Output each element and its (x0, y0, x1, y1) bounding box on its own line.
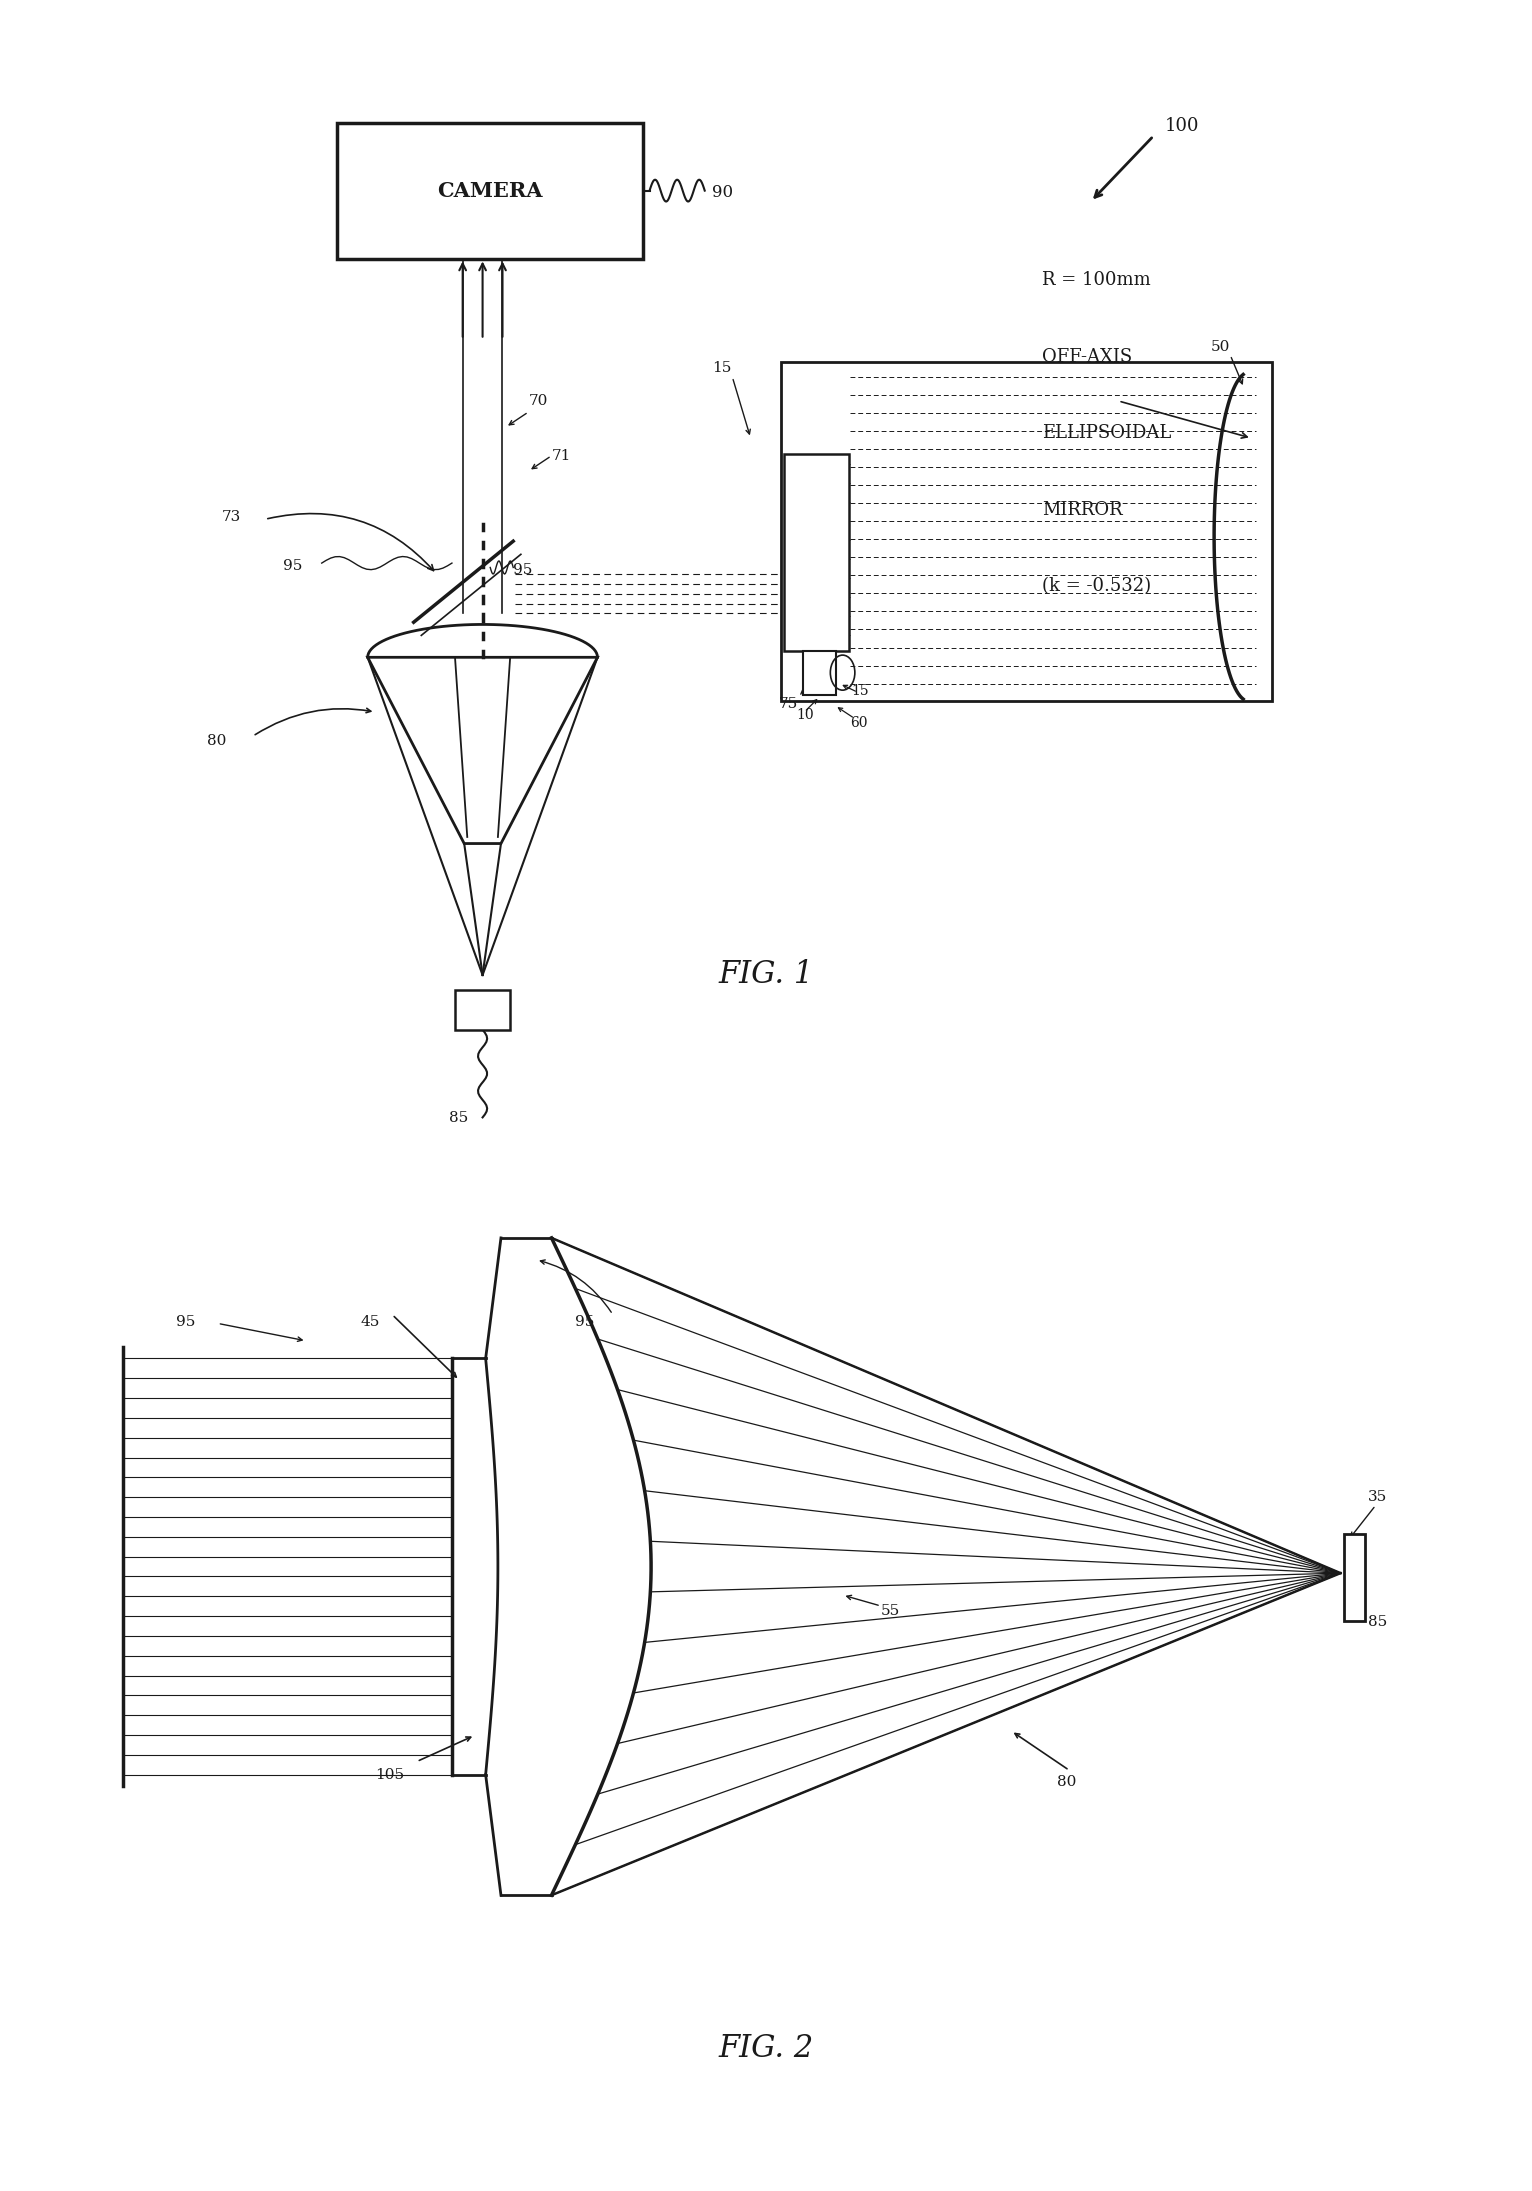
Text: 55: 55 (881, 1604, 901, 1617)
Text: 100: 100 (1164, 118, 1200, 136)
Bar (1344, 1534, 1365, 1621)
Text: 10: 10 (797, 708, 815, 721)
Text: 80: 80 (1057, 1775, 1077, 1788)
Text: 85: 85 (1368, 1615, 1388, 1628)
Text: CAMERA: CAMERA (438, 180, 542, 202)
Text: (k = -0.532): (k = -0.532) (1042, 578, 1151, 596)
Text: 80: 80 (207, 734, 227, 747)
Text: 95: 95 (283, 559, 303, 572)
Text: 75: 75 (778, 697, 798, 710)
Text: 15: 15 (852, 684, 870, 697)
Bar (803, 651, 836, 695)
Text: MIRROR: MIRROR (1042, 502, 1123, 519)
Text: 95: 95 (574, 1315, 594, 1328)
Bar (784, 454, 849, 651)
Text: 60: 60 (850, 716, 867, 730)
Text: 95: 95 (513, 563, 533, 576)
Text: 50: 50 (1210, 340, 1230, 353)
Text: OFF-AXIS: OFF-AXIS (1042, 348, 1132, 366)
Bar (337, 123, 643, 259)
Text: 85: 85 (449, 1111, 469, 1124)
Text: R = 100mm: R = 100mm (1042, 272, 1151, 289)
Text: FIG. 1: FIG. 1 (719, 960, 813, 990)
Text: 71: 71 (552, 449, 571, 462)
Text: 73: 73 (222, 511, 242, 524)
Text: 15: 15 (712, 362, 732, 375)
Text: FIG. 2: FIG. 2 (719, 2033, 813, 2064)
Bar (781, 362, 1272, 701)
Bar (455, 990, 510, 1030)
Text: 45: 45 (360, 1315, 380, 1328)
Text: 105: 105 (375, 1768, 404, 1781)
Text: ELLIPSOIDAL: ELLIPSOIDAL (1042, 425, 1170, 443)
Text: 70: 70 (529, 394, 548, 408)
Text: 95: 95 (176, 1315, 196, 1328)
Text: 35: 35 (1368, 1490, 1388, 1503)
Text: 90: 90 (712, 184, 734, 202)
